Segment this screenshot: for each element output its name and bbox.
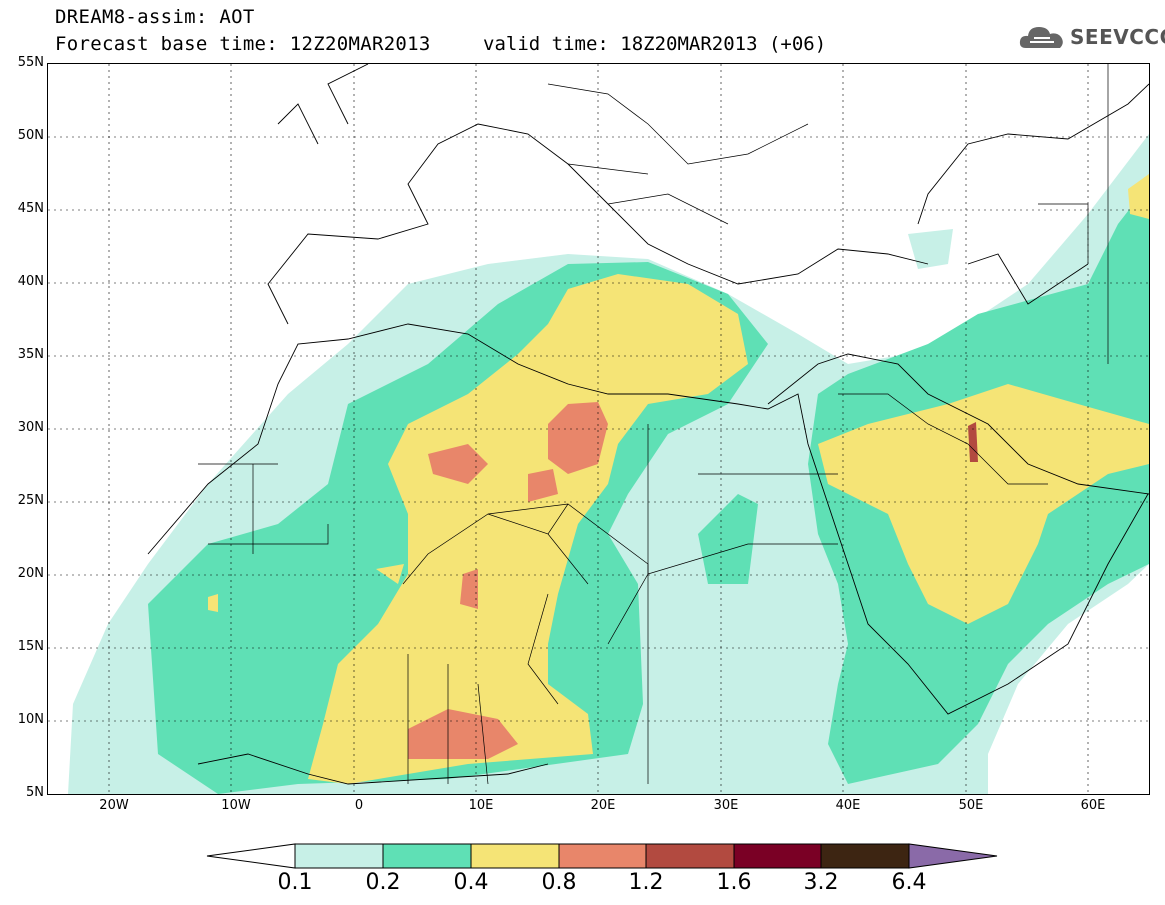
aot-field-0.8 [408, 402, 608, 759]
lat-label-25n: 25N [17, 493, 44, 508]
lat-label-35n: 35N [17, 347, 44, 362]
colorbar-cell-0.1-0.2 [294, 843, 384, 869]
valid-time: valid time: 18Z20MAR2013 (+06) [483, 33, 827, 55]
colorbar-cell-0.2-0.4 [382, 843, 472, 869]
aot-map [48, 64, 1149, 794]
lon-label-0: 0 [354, 798, 364, 813]
colorbar-cell-1.2-1.6 [645, 843, 735, 869]
lon-label-20e: 20E [590, 798, 616, 813]
lat-label-5n: 5N [26, 785, 44, 800]
lon-label-10w: 10W [221, 798, 251, 813]
lon-label-50e: 50E [958, 798, 984, 813]
colorbar-label: 1.6 [716, 870, 752, 895]
colorbar-label: 3.2 [803, 870, 839, 895]
logo-text: SEEVCCC [1070, 25, 1165, 49]
lon-label-20w: 20W [99, 798, 129, 813]
cloud-icon [1019, 27, 1063, 48]
lat-label-55n: 55N [17, 55, 44, 70]
colorbar-label: 1.2 [628, 870, 664, 895]
colorbar [206, 843, 998, 869]
colorbar-label: 0.4 [453, 870, 489, 895]
seevccc-logo: SEEVCCC [1018, 22, 1165, 52]
colorbar-cell-above-6.4 [908, 843, 998, 869]
colorbar-label: 0.8 [541, 870, 577, 895]
lon-label-40e: 40E [835, 798, 861, 813]
colorbar-cell-3.2-6.4 [820, 843, 910, 869]
aot-field-0.4 [208, 174, 1149, 784]
colorbar-labels: 0.1 0.2 0.4 0.8 1.2 1.6 3.2 6.4 [0, 870, 1165, 900]
coastlines [147, 64, 1149, 785]
lon-label-10e: 10E [468, 798, 494, 813]
forecast-base-time: Forecast base time: 12Z20MAR2013 [55, 33, 431, 55]
colorbar-cell-0.4-0.8 [470, 843, 560, 869]
lat-label-50n: 50N [17, 128, 44, 143]
lon-label-30e: 30E [713, 798, 739, 813]
colorbar-cell-1.6-3.2 [733, 843, 822, 869]
colorbar-label: 0.1 [277, 870, 313, 895]
lat-label-30n: 30N [17, 420, 44, 435]
lat-label-20n: 20N [17, 566, 44, 581]
lon-label-60e: 60E [1080, 798, 1106, 813]
colorbar-cell-below-0.1 [206, 843, 296, 869]
colorbar-cell-0.8-1.2 [558, 843, 647, 869]
lat-label-45n: 45N [17, 201, 44, 216]
map-title: DREAM8-assim: AOT [55, 6, 255, 28]
country-borders [198, 64, 1109, 785]
aot-field-1.2 [968, 422, 978, 462]
lat-label-10n: 10N [17, 712, 44, 727]
map-panel[interactable] [47, 63, 1150, 795]
lat-label-40n: 40N [17, 274, 44, 289]
colorbar-label: 0.2 [365, 870, 401, 895]
lat-label-15n: 15N [17, 639, 44, 654]
colorbar-label: 6.4 [891, 870, 927, 895]
